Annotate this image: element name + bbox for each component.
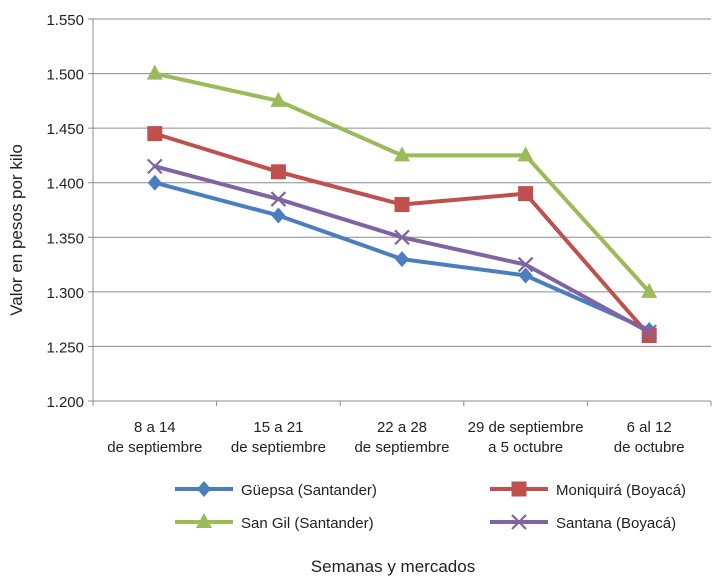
data-point xyxy=(271,207,286,224)
y-axis-label: Valor en pesos por kilo xyxy=(7,144,26,316)
x-axis-label: Semanas y mercados xyxy=(311,557,475,576)
series-2 xyxy=(147,126,657,344)
data-point xyxy=(147,174,162,191)
data-point xyxy=(518,267,533,284)
series-line xyxy=(152,131,652,338)
legend-label: Güepsa (Santander) xyxy=(241,482,377,499)
y-tick-label: 1.500 xyxy=(46,67,84,84)
data-point xyxy=(395,251,409,268)
data-point xyxy=(518,186,534,202)
x-tick-label: 6 al 12 xyxy=(627,419,672,436)
y-tick-label: 1.400 xyxy=(46,176,84,193)
x-tick-label: 15 a 21 xyxy=(253,419,303,436)
x-tick-label: de septiembre xyxy=(354,439,449,456)
data-point xyxy=(394,229,410,246)
legend-item: Moniquirá (Boyacá) xyxy=(490,481,686,499)
x-tick-label: de septiembre xyxy=(107,439,202,456)
x-tick-label: de septiembre xyxy=(231,439,326,456)
data-point xyxy=(641,282,658,298)
series-4 xyxy=(147,158,657,341)
y-tick-label: 1.250 xyxy=(46,339,84,356)
legend-swatch-marker xyxy=(196,513,212,528)
legend-swatch-marker xyxy=(197,481,211,497)
legend-swatch-marker xyxy=(511,481,527,497)
x-tick-label: a 5 octubre xyxy=(488,439,563,456)
y-tick-label: 1.300 xyxy=(46,285,84,302)
data-point xyxy=(394,197,410,213)
series-1 xyxy=(147,174,657,339)
data-point xyxy=(517,146,534,162)
y-tick-label: 1.200 xyxy=(46,394,84,411)
data-point xyxy=(146,64,163,80)
y-tick-label: 1.550 xyxy=(46,12,84,29)
data-point xyxy=(641,324,657,341)
data-point xyxy=(517,256,534,273)
series-lines xyxy=(146,64,658,344)
x-tick-label: de octubre xyxy=(614,439,685,456)
legend-label: Santana (Boyacá) xyxy=(556,515,676,532)
legend: Güepsa (Santander) Moniquirá (Boyacá) San … xyxy=(175,481,686,532)
data-point xyxy=(270,91,287,107)
legend-item: San Gil (Santander) xyxy=(175,513,374,532)
y-tick-labels: 1.200 1.250 1.300 1.350 1.400 1.450 1.500 1.550 xyxy=(46,12,84,411)
x-tick-label: 22 a 28 xyxy=(377,419,427,436)
data-point xyxy=(147,126,163,142)
legend-label: Moniquirá (Boyacá) xyxy=(556,482,686,499)
data-point xyxy=(394,146,410,162)
legend-item: Güepsa (Santander) xyxy=(175,481,377,499)
x-tick-label: 8 a 14 xyxy=(134,419,176,436)
axes xyxy=(88,18,712,406)
x-tick-labels: 8 a 14 de septiembre 15 a 21 de septiembre 2… xyxy=(107,419,684,456)
y-tick-label: 1.450 xyxy=(46,121,84,138)
data-point xyxy=(147,158,163,175)
data-point xyxy=(270,164,286,180)
data-point xyxy=(270,191,287,207)
legend-swatch-marker xyxy=(511,514,527,530)
legend-item: Santana (Boyacá) xyxy=(490,514,676,532)
x-tick-label: 29 de septiembre xyxy=(468,419,584,436)
series-3 xyxy=(146,64,658,298)
legend-label: San Gil (Santander) xyxy=(241,515,374,532)
y-tick-label: 1.350 xyxy=(46,230,84,247)
